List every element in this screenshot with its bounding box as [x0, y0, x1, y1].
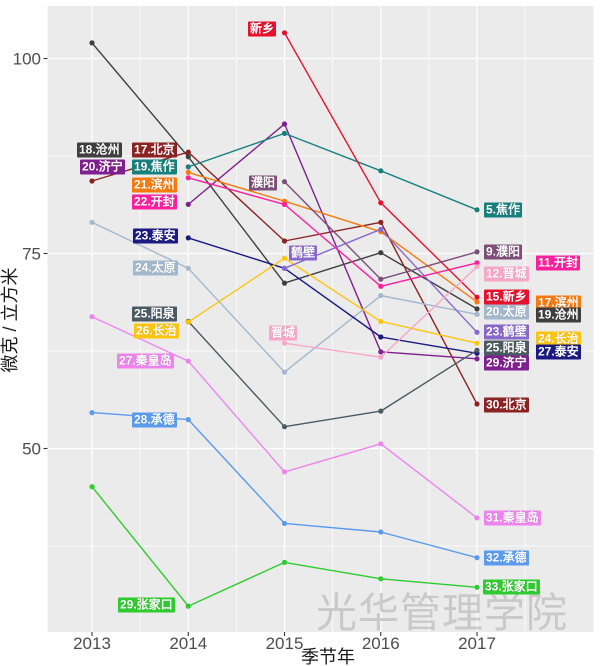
point-阳泉 [474, 347, 480, 353]
point-济宁 [185, 201, 191, 207]
point-北京 [185, 149, 191, 155]
point-濮阳 [281, 179, 288, 185]
point-鹤壁 [378, 226, 384, 232]
chart-generated-layers: 100 75 50 2013 2014 2015 2016 2017 [13, 6, 594, 653]
point-太原 [185, 265, 191, 271]
x-tick-label: 2013 [73, 634, 111, 653]
point-鹤壁 [474, 329, 480, 335]
point-焦作 [281, 130, 288, 136]
point-开封 [474, 260, 480, 266]
x-tick-label: 2015 [266, 634, 304, 653]
line-开封 [188, 177, 478, 287]
line-济宁 [187, 123, 478, 360]
point-焦作 [185, 164, 191, 170]
point-秦皇岛 [474, 515, 480, 521]
point-济宁 [378, 349, 384, 355]
point-新乡 [378, 200, 384, 206]
point-开封 [281, 201, 288, 207]
point-承德 [185, 417, 191, 423]
line-滨州 [188, 171, 478, 303]
point-鹤壁 [281, 265, 288, 271]
point-泰安 [378, 334, 384, 340]
y-tick-label: 50 [22, 440, 41, 459]
point-太原 [474, 311, 480, 317]
point-太原 [89, 219, 95, 225]
point-张家口 [378, 576, 384, 582]
point-沧州 [281, 280, 288, 286]
point-晋城 [378, 354, 384, 360]
point-晋城 [474, 264, 480, 270]
x-tick-label: 2016 [362, 634, 400, 653]
point-济宁 [281, 121, 288, 127]
point-沧州 [185, 154, 191, 160]
point-长治 [281, 255, 288, 261]
point-沧州 [89, 40, 95, 46]
point-晋城 [281, 340, 288, 346]
point-焦作 [474, 207, 480, 213]
point-沧州 [474, 306, 480, 312]
x-axis-title: 季节年 [301, 647, 355, 666]
point-濮阳 [474, 249, 480, 255]
point-滨州 [474, 299, 480, 305]
axis-ticks [43, 57, 478, 636]
point-济宁 [474, 356, 480, 362]
point-秦皇岛 [89, 314, 95, 320]
point-焦作 [378, 168, 384, 174]
point-阳泉 [281, 424, 288, 430]
point-张家口 [281, 559, 288, 566]
point-张家口 [474, 584, 480, 590]
point-承德 [474, 555, 480, 561]
point-太原 [281, 369, 288, 375]
point-泰安 [185, 235, 191, 241]
point-北京 [474, 401, 480, 407]
point-北京 [89, 178, 95, 184]
y-tick-label: 75 [22, 245, 41, 264]
point-承德 [89, 410, 95, 416]
point-秦皇岛 [185, 358, 191, 364]
watermark-text: 光华管理学院 [316, 590, 568, 636]
line-泰安 [188, 237, 478, 354]
point-新乡 [281, 30, 288, 36]
point-张家口 [89, 484, 95, 490]
y-tick-label: 100 [13, 50, 41, 69]
y-axis-title: 微克 / 立方米 [0, 267, 20, 372]
point-濮阳 [378, 276, 384, 282]
point-北京 [281, 238, 288, 244]
point-长治 [378, 318, 384, 324]
point-长治 [474, 340, 480, 346]
point-沧州 [378, 250, 384, 256]
point-滨州 [185, 169, 191, 175]
point-秦皇岛 [281, 469, 288, 475]
line-焦作 [188, 132, 478, 211]
plot-panel [47, 6, 594, 632]
point-新乡 [474, 294, 480, 300]
line-长治 [187, 257, 478, 344]
tick-labels: 100 75 50 2013 2014 2015 2016 2017 [13, 50, 496, 654]
point-北京 [378, 219, 384, 225]
point-阳泉 [378, 408, 384, 414]
line-阳泉 [187, 320, 478, 428]
point-承德 [378, 529, 384, 535]
x-tick-label: 2017 [458, 634, 496, 653]
point-秦皇岛 [378, 441, 384, 447]
point-长治 [185, 319, 191, 325]
point-开封 [185, 175, 191, 181]
point-承德 [281, 520, 288, 527]
point-开封 [378, 283, 384, 289]
point-太原 [378, 293, 384, 299]
point-张家口 [185, 603, 191, 609]
x-tick-label: 2014 [169, 634, 207, 653]
